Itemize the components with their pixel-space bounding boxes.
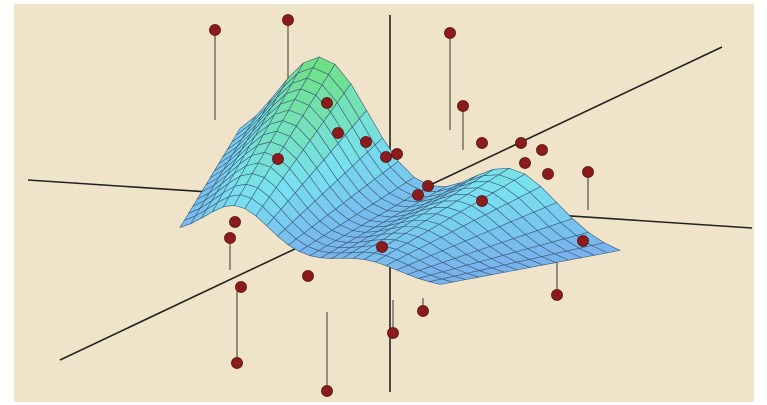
point — [209, 24, 221, 36]
point — [321, 97, 333, 109]
point — [519, 157, 531, 169]
point — [457, 100, 469, 112]
point — [444, 27, 456, 39]
point — [229, 216, 241, 228]
point — [282, 14, 294, 26]
point — [417, 305, 429, 317]
point — [582, 166, 594, 178]
point — [577, 235, 589, 247]
point — [321, 385, 333, 397]
point — [476, 195, 488, 207]
point — [302, 270, 314, 282]
point — [376, 241, 388, 253]
point — [515, 137, 527, 149]
points — [209, 14, 594, 397]
mesh-cell — [429, 278, 453, 285]
point — [231, 357, 243, 369]
point — [387, 327, 399, 339]
point — [235, 281, 247, 293]
point — [380, 151, 392, 163]
point — [476, 137, 488, 149]
point — [542, 168, 554, 180]
point — [360, 136, 372, 148]
mesh — [179, 56, 621, 285]
point — [224, 232, 236, 244]
point — [422, 180, 434, 192]
point — [332, 127, 344, 139]
point — [391, 148, 403, 160]
point — [412, 189, 424, 201]
point — [551, 289, 563, 301]
point — [536, 144, 548, 156]
point — [272, 153, 284, 165]
